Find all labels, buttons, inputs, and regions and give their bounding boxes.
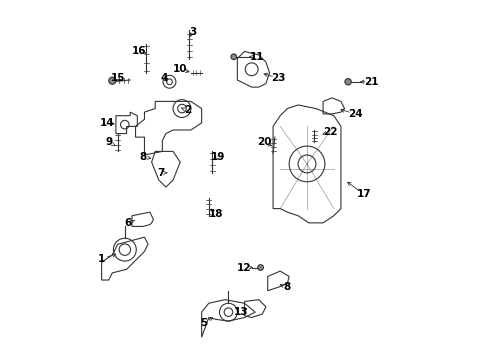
Text: 23: 23 — [271, 73, 285, 83]
Circle shape — [344, 78, 350, 85]
Text: 20: 20 — [256, 138, 271, 148]
Text: 3: 3 — [189, 27, 196, 37]
Text: 2: 2 — [183, 105, 191, 115]
Text: 11: 11 — [249, 52, 264, 62]
Text: 19: 19 — [210, 152, 224, 162]
Text: 14: 14 — [100, 118, 114, 128]
Circle shape — [257, 265, 263, 270]
Text: 1: 1 — [98, 253, 105, 264]
Text: 7: 7 — [157, 168, 164, 178]
Text: 16: 16 — [132, 46, 146, 57]
Text: 15: 15 — [110, 73, 124, 83]
Text: 8: 8 — [283, 282, 290, 292]
Circle shape — [108, 77, 116, 84]
Text: 22: 22 — [322, 127, 337, 137]
Text: 5: 5 — [200, 318, 206, 328]
Text: 18: 18 — [208, 209, 223, 219]
Text: 6: 6 — [124, 218, 132, 228]
Text: 13: 13 — [233, 307, 248, 317]
Text: 8: 8 — [139, 152, 146, 162]
Text: 12: 12 — [237, 262, 251, 273]
Text: 24: 24 — [347, 109, 362, 119]
Text: 10: 10 — [173, 64, 187, 74]
Text: 17: 17 — [356, 189, 371, 199]
Text: 4: 4 — [160, 73, 167, 83]
Circle shape — [230, 54, 236, 60]
Text: 21: 21 — [364, 77, 378, 87]
Text: 9: 9 — [105, 138, 112, 148]
